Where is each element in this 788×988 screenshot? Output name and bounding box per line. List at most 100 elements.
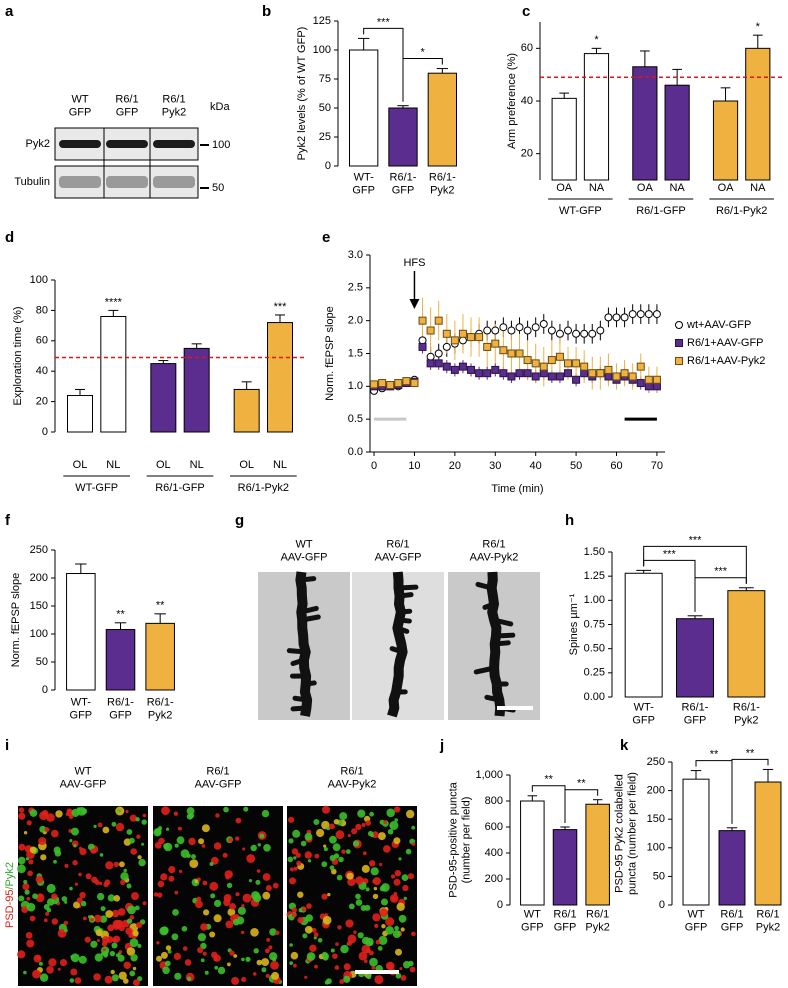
puncta	[197, 947, 204, 954]
marker	[580, 369, 589, 378]
puncta	[336, 874, 343, 881]
x-tick-label: 10	[408, 460, 420, 472]
puncta	[125, 809, 129, 814]
puncta	[117, 908, 126, 916]
puncta	[105, 910, 114, 918]
scale-bar	[355, 970, 399, 974]
puncta	[374, 975, 384, 985]
puncta	[90, 917, 94, 922]
puncta	[201, 844, 206, 848]
marker	[467, 365, 476, 374]
puncta	[126, 829, 133, 835]
puncta	[112, 919, 122, 929]
marker	[531, 359, 540, 368]
puncta	[123, 978, 129, 984]
puncta	[171, 933, 179, 941]
puncta	[168, 866, 176, 874]
puncta	[51, 829, 59, 838]
panel-letter: k	[620, 737, 629, 754]
puncta	[235, 817, 242, 824]
puncta	[293, 856, 297, 860]
puncta	[366, 973, 372, 980]
marker	[555, 372, 564, 381]
puncta	[357, 809, 366, 818]
puncta	[74, 977, 82, 984]
y-tick-label: 1.00	[584, 594, 605, 606]
marker	[564, 369, 573, 378]
puncta	[153, 828, 162, 837]
puncta	[203, 909, 210, 916]
marker	[402, 377, 411, 386]
puncta	[385, 926, 394, 935]
y-tick-label: 1.5	[348, 347, 363, 359]
puncta	[321, 861, 328, 868]
puncta	[398, 857, 402, 861]
puncta	[25, 857, 30, 861]
puncta	[394, 818, 399, 822]
puncta	[158, 826, 163, 831]
puncta	[362, 851, 367, 856]
blot-band	[153, 140, 195, 148]
legend-marker	[675, 339, 683, 347]
puncta	[85, 873, 92, 880]
y-tick-label: 20	[521, 148, 533, 160]
puncta	[314, 964, 318, 969]
y-tick-label: 1.0	[348, 380, 363, 392]
puncta	[263, 844, 271, 852]
puncta	[393, 878, 401, 886]
marker	[394, 379, 403, 388]
y-axis-label: Norm. fEPSP slope	[324, 306, 336, 401]
x-tick-label: WT-GFP	[70, 696, 93, 721]
y-axis-label: Spines µm⁻¹	[568, 593, 580, 655]
puncta	[97, 822, 103, 828]
puncta	[400, 927, 405, 932]
puncta	[304, 975, 308, 979]
bar	[624, 572, 663, 698]
marker	[458, 362, 467, 371]
marker	[539, 369, 548, 378]
arrow-head	[409, 299, 420, 309]
puncta	[133, 979, 140, 987]
puncta	[297, 891, 304, 898]
puncta	[113, 895, 121, 902]
puncta	[65, 812, 70, 816]
puncta	[43, 904, 50, 910]
marker	[523, 326, 532, 335]
marker	[644, 310, 653, 319]
significance: ****	[105, 296, 123, 308]
puncta	[313, 932, 319, 938]
marker	[612, 313, 621, 322]
panel-letter: g	[235, 512, 244, 529]
puncta	[55, 810, 63, 818]
puncta	[200, 942, 207, 950]
marker	[467, 333, 476, 342]
puncta	[126, 947, 136, 956]
significance: ***	[274, 301, 288, 313]
puncta	[233, 954, 238, 958]
puncta	[107, 924, 115, 932]
puncta	[130, 954, 138, 962]
blot-band	[59, 140, 101, 148]
puncta	[355, 876, 364, 885]
bar	[676, 618, 714, 698]
puncta	[69, 886, 73, 891]
y-tick-label: 0	[42, 426, 48, 438]
puncta	[43, 918, 48, 923]
puncta	[361, 864, 370, 873]
row-label: Tubulin	[14, 176, 50, 188]
puncta	[394, 925, 399, 931]
puncta	[365, 887, 370, 892]
y-tick-label: 0.50	[584, 643, 605, 655]
marker	[555, 352, 564, 361]
puncta	[333, 853, 340, 859]
dendrite	[486, 571, 506, 717]
marker	[539, 362, 548, 371]
puncta	[227, 962, 231, 967]
blot-band	[106, 140, 148, 148]
puncta	[329, 835, 337, 844]
y-tick-label: 0.75	[584, 618, 605, 630]
marker	[515, 369, 524, 378]
puncta	[18, 895, 25, 902]
puncta	[119, 861, 125, 868]
y-tick-label: 3.0	[348, 249, 363, 261]
